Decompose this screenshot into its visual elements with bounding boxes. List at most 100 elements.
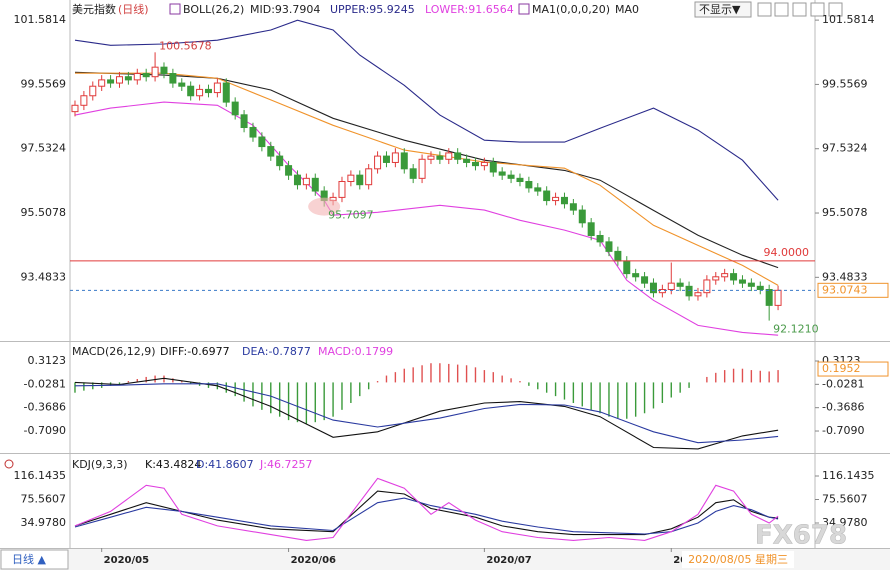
- candle-body: [240, 114, 248, 129]
- candle-body: [489, 161, 497, 173]
- candle-body: [721, 273, 729, 278]
- y-tick-label: 0.3123: [28, 354, 67, 367]
- candle-body: [765, 288, 773, 306]
- legend-entry: K:43.4824: [145, 458, 201, 471]
- value-tag-label: 93.0743: [822, 283, 868, 296]
- toolbar-icon[interactable]: [828, 2, 843, 17]
- candle-body: [507, 174, 515, 179]
- candle-body: [338, 181, 346, 198]
- y-tick-label: 116.1435: [822, 469, 875, 482]
- watermark: FX678: [755, 521, 847, 551]
- y-tick-label: 97.5324: [822, 142, 868, 155]
- legend-entry: LOWER:91.6564: [425, 3, 514, 16]
- candle-body: [374, 155, 382, 170]
- candle-body: [178, 82, 186, 87]
- candle-body: [712, 276, 720, 281]
- value-tag-label: 0.1952: [822, 362, 861, 375]
- toolbar-icon[interactable]: [810, 2, 825, 17]
- candle-body: [107, 79, 115, 84]
- candle-body: [587, 222, 595, 237]
- chart-title: 美元指数: [72, 2, 116, 16]
- candle-body: [365, 168, 373, 186]
- candle-body: [400, 152, 408, 170]
- y-tick-label: 101.5814: [14, 13, 67, 26]
- candle-body: [623, 260, 631, 275]
- y-tick-label: 99.5569: [822, 77, 868, 90]
- series-line: [74, 490, 779, 536]
- x-tick-label: 20: [673, 555, 687, 566]
- legend-entry: MACD:0.1799: [318, 345, 393, 358]
- reference-label: 94.0000: [764, 246, 810, 259]
- annotation: 95.7097: [328, 209, 374, 222]
- candle-body: [391, 152, 399, 163]
- candle-body: [480, 161, 488, 167]
- candle-body: [641, 276, 649, 284]
- candle-body: [730, 273, 738, 281]
- candle-body: [445, 152, 453, 160]
- x-tick-label: 2020/05: [104, 555, 149, 566]
- candle-body: [534, 187, 542, 192]
- candle-body: [302, 177, 310, 186]
- footer-bar: [0, 549, 890, 570]
- annotation: 100.5678: [159, 39, 212, 52]
- candle-body: [738, 279, 746, 284]
- candle-body: [311, 177, 319, 192]
- x-tick-label: 2020/06: [291, 555, 336, 566]
- y-tick-label: 95.5078: [822, 206, 868, 219]
- legend-entry: J:46.7257: [259, 458, 312, 471]
- candle-body: [498, 171, 506, 176]
- indicator-icon: [169, 3, 181, 15]
- candle-body: [160, 66, 168, 75]
- y-tick-label: -0.7090: [822, 424, 864, 437]
- candle-body: [258, 136, 266, 148]
- candle-body: [543, 190, 551, 202]
- candle-body: [285, 165, 293, 176]
- candle-body: [658, 288, 666, 294]
- toolbar-icon[interactable]: [774, 2, 789, 17]
- panel-title: KDJ(9,3,3): [72, 458, 128, 471]
- candle-body: [747, 282, 755, 287]
- candle-body: [667, 282, 675, 290]
- chart-subtitle: (日线): [118, 2, 149, 16]
- toolbar-button-label[interactable]: 不显示▼: [699, 3, 741, 16]
- candle-body: [463, 158, 471, 163]
- candle-body: [552, 196, 560, 202]
- y-tick-label: -0.7090: [24, 424, 66, 437]
- toolbar-icon[interactable]: [792, 2, 807, 17]
- candle-body: [471, 161, 479, 167]
- period-button-label[interactable]: 日线 ▲: [12, 552, 46, 566]
- indicator-icon: [518, 3, 530, 15]
- candle-body: [124, 76, 132, 81]
- candle-body: [133, 73, 141, 81]
- candle-body: [276, 155, 284, 167]
- highlight: [308, 197, 341, 216]
- candle-body: [89, 85, 97, 97]
- candle-body: [436, 155, 444, 160]
- toolbar-icon[interactable]: [757, 2, 772, 17]
- candle-body: [560, 196, 568, 205]
- cursor-date-box: [682, 551, 794, 568]
- y-tick-label: -0.3686: [822, 401, 864, 414]
- candle-body: [578, 209, 586, 224]
- legend-entry: DIFF:-0.6977: [160, 345, 230, 358]
- legend-entry: MID:93.7904: [250, 3, 320, 16]
- y-tick-label: -0.3686: [24, 401, 66, 414]
- candle-body: [267, 146, 275, 157]
- candle-body: [756, 285, 764, 290]
- candle-body: [231, 101, 239, 116]
- toolbar-button[interactable]: [694, 1, 752, 18]
- candle-body: [685, 285, 693, 297]
- period-button[interactable]: [0, 549, 69, 570]
- candle-body: [115, 76, 123, 84]
- y-tick-label: 93.4833: [21, 270, 67, 283]
- candle-body: [71, 104, 79, 113]
- value-tag: [817, 282, 889, 298]
- candle-body: [569, 203, 577, 211]
- annotation: 92.1210: [773, 323, 819, 336]
- candle-body: [98, 79, 106, 87]
- candle-body: [703, 279, 711, 294]
- panel-icon[interactable]: [4, 459, 14, 469]
- candle-body: [676, 282, 684, 287]
- series-line: [74, 477, 779, 541]
